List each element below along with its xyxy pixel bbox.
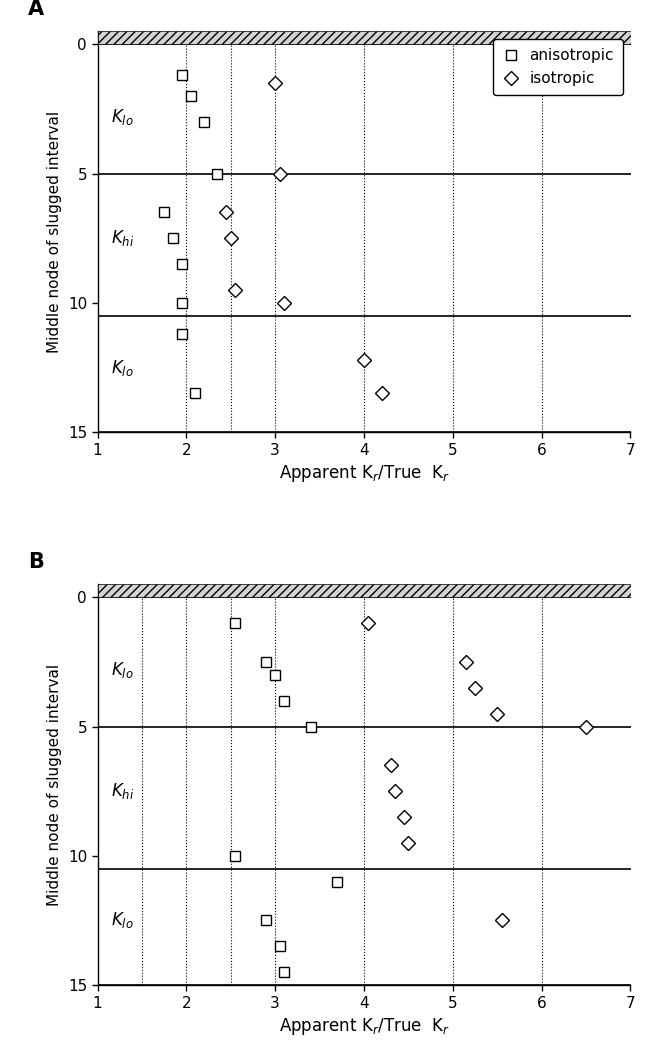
anisotropic <box>169 232 177 244</box>
isotropic <box>271 77 279 89</box>
isotropic <box>498 914 506 926</box>
X-axis label: Apparent K$_{r}$/True  K$_{r}$: Apparent K$_{r}$/True K$_{r}$ <box>279 1017 449 1038</box>
anisotropic <box>263 914 270 926</box>
X-axis label: Apparent K$_{r}$/True  K$_{r}$: Apparent K$_{r}$/True K$_{r}$ <box>279 463 449 484</box>
anisotropic <box>178 328 186 341</box>
anisotropic <box>307 720 315 733</box>
Y-axis label: Middle node of slugged interval: Middle node of slugged interval <box>47 111 62 353</box>
anisotropic <box>213 168 221 180</box>
anisotropic <box>178 297 186 309</box>
isotropic <box>582 720 590 733</box>
anisotropic <box>178 258 186 270</box>
anisotropic <box>280 695 288 707</box>
Text: $K_{lo}$: $K_{lo}$ <box>111 107 133 127</box>
Line: isotropic: isotropic <box>222 79 387 398</box>
anisotropic <box>160 206 168 219</box>
isotropic <box>404 836 412 849</box>
Text: $K_{hi}$: $K_{hi}$ <box>111 781 135 802</box>
isotropic <box>400 811 408 824</box>
anisotropic <box>333 875 341 888</box>
anisotropic <box>276 940 283 953</box>
Text: $K_{hi}$: $K_{hi}$ <box>111 228 135 248</box>
anisotropic <box>178 69 186 82</box>
isotropic <box>227 232 235 244</box>
Line: anisotropic: anisotropic <box>159 70 222 398</box>
isotropic <box>462 656 470 669</box>
Text: $K_{lo}$: $K_{lo}$ <box>111 660 133 680</box>
Text: $K_{lo}$: $K_{lo}$ <box>111 911 133 931</box>
isotropic <box>231 284 239 297</box>
isotropic <box>391 785 399 798</box>
Legend: anisotropic, isotropic: anisotropic, isotropic <box>493 39 623 95</box>
isotropic <box>276 168 283 180</box>
Text: B: B <box>28 552 44 572</box>
isotropic <box>493 707 501 720</box>
anisotropic <box>271 669 279 681</box>
isotropic <box>280 297 288 309</box>
anisotropic <box>231 850 239 863</box>
anisotropic <box>191 387 199 399</box>
Line: anisotropic: anisotropic <box>230 618 342 977</box>
anisotropic <box>200 115 208 128</box>
anisotropic <box>187 90 195 103</box>
Bar <box>98 31 630 44</box>
anisotropic <box>231 617 239 630</box>
Line: isotropic: isotropic <box>363 618 591 925</box>
Text: A: A <box>28 0 44 20</box>
isotropic <box>387 759 395 771</box>
Y-axis label: Middle node of slugged interval: Middle node of slugged interval <box>47 663 62 905</box>
isotropic <box>378 387 385 399</box>
isotropic <box>471 681 479 694</box>
anisotropic <box>263 656 270 669</box>
Bar <box>98 585 630 597</box>
isotropic <box>365 617 372 630</box>
isotropic <box>222 206 230 219</box>
anisotropic <box>280 966 288 979</box>
Text: $K_{lo}$: $K_{lo}$ <box>111 357 133 377</box>
isotropic <box>360 353 368 366</box>
